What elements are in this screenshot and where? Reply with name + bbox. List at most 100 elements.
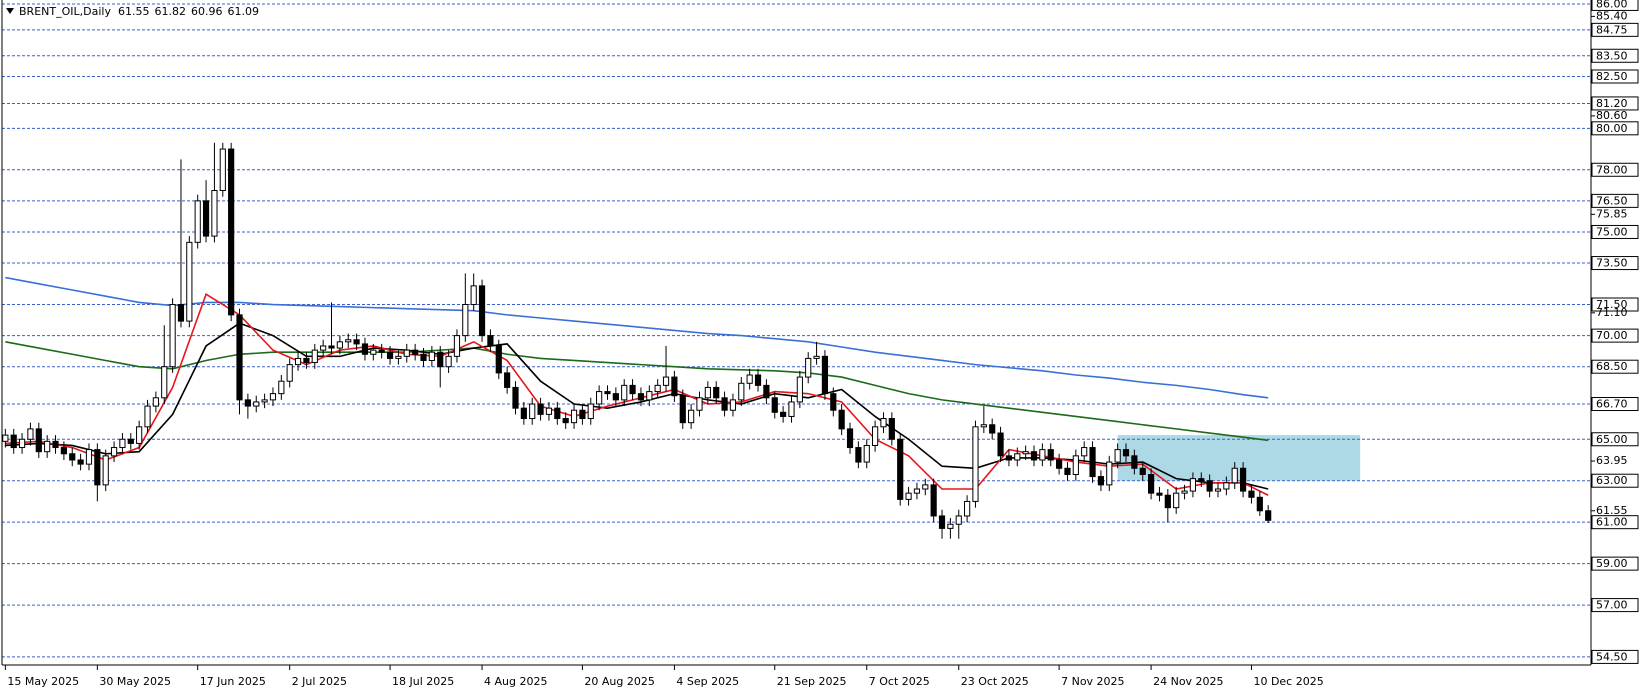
level-label-box	[1591, 515, 1639, 530]
candle-body	[1097, 476, 1105, 486]
candle-body	[746, 374, 753, 384]
candle-body	[1089, 447, 1096, 478]
candle-body	[654, 384, 661, 393]
candle-body	[395, 355, 402, 359]
candle-body	[1156, 492, 1163, 496]
candle-body	[604, 391, 611, 395]
candle-body	[930, 484, 937, 517]
level-label: 73.50	[1596, 257, 1628, 270]
candle-body	[938, 515, 946, 529]
plot-area	[2, 3, 1591, 658]
candle-body	[964, 500, 971, 517]
candle-body	[947, 523, 954, 529]
candle-body	[144, 405, 151, 428]
candle-body	[102, 455, 109, 486]
level-label-box	[1591, 193, 1639, 208]
candle-body	[487, 335, 494, 347]
candle-body	[1231, 467, 1238, 484]
level-label: 57.00	[1596, 599, 1628, 612]
chart-title: BRENT_OIL,Daily	[19, 5, 111, 18]
candle-body	[596, 391, 603, 405]
candle-body	[813, 355, 820, 359]
candle-body	[679, 395, 686, 424]
level-label: 75.00	[1596, 225, 1628, 238]
y-tick-label: 80.60	[1596, 109, 1628, 122]
candle-body	[10, 434, 17, 449]
level-label: 86.00	[1596, 0, 1628, 10]
candle-body	[328, 345, 335, 349]
candle-body	[637, 393, 645, 401]
x-tick-label: 20 Aug 2025	[584, 675, 654, 688]
candle-body	[1022, 451, 1029, 455]
candle-body	[529, 403, 536, 420]
candle-body	[671, 376, 678, 397]
candle-body	[119, 438, 126, 449]
candle-body	[897, 438, 904, 500]
candle-body	[771, 397, 778, 413]
candle-body	[721, 397, 728, 411]
candle-body	[412, 349, 419, 355]
candle-body	[1131, 455, 1138, 469]
candle-body	[186, 241, 193, 322]
candle-body	[754, 374, 762, 386]
candle-body	[495, 345, 502, 374]
candle-body	[763, 384, 770, 399]
candle-body	[796, 376, 803, 403]
candle-body	[403, 349, 410, 357]
candle-body	[562, 418, 569, 424]
x-tick-label: 15 May 2025	[7, 675, 79, 688]
level-label: 70.00	[1596, 329, 1628, 342]
x-tick-label: 10 Dec 2025	[1253, 675, 1323, 688]
candle-body	[980, 424, 987, 428]
level-label: 71.50	[1596, 298, 1628, 311]
high-value: 61.82	[154, 5, 186, 18]
level-label: 68.50	[1596, 360, 1628, 373]
candle-body	[27, 428, 34, 440]
candle-body	[478, 285, 486, 337]
candle-body	[570, 409, 578, 424]
candle-body	[512, 386, 519, 409]
candle-body	[136, 426, 143, 444]
candle-body	[1005, 455, 1013, 461]
moving-average-line	[5, 276, 1269, 399]
candle-body	[336, 341, 343, 349]
candle-body	[110, 447, 118, 457]
level-label: 65.00	[1596, 433, 1628, 446]
level-label-box	[1591, 432, 1639, 447]
candle-body	[1189, 478, 1197, 492]
candle-body	[830, 393, 837, 411]
candle-body	[60, 447, 67, 455]
candle-body	[420, 353, 427, 361]
candle-body	[989, 424, 996, 434]
open-value: 61.55	[118, 5, 150, 18]
candle-body	[2, 434, 9, 442]
candle-body	[612, 393, 619, 401]
level-label-box	[1591, 121, 1639, 136]
candle-body	[1198, 478, 1205, 482]
candle-body	[1039, 449, 1046, 461]
x-tick-label: 7 Oct 2025	[869, 675, 930, 688]
candle-body	[504, 372, 511, 388]
candle-body	[428, 351, 435, 361]
candle-body	[1181, 490, 1188, 494]
candle-body	[662, 376, 670, 386]
candle-body	[311, 349, 318, 364]
y-tick-label: 75.85	[1596, 207, 1628, 220]
candle-body	[922, 484, 929, 490]
candle-body	[1030, 451, 1038, 461]
candle-body	[1148, 473, 1155, 494]
y-tick-label: 63.95	[1596, 454, 1628, 467]
level-label-box	[1591, 649, 1639, 664]
menu-triangle	[6, 8, 14, 14]
candle-body	[520, 407, 527, 420]
level-label-box	[1591, 69, 1639, 84]
candle-body	[1240, 467, 1247, 492]
x-tick-label: 30 May 2025	[99, 675, 171, 688]
candle-body	[152, 397, 159, 407]
x-tick-label: 17 Jun 2025	[200, 675, 266, 688]
level-label: 66.70	[1596, 398, 1628, 411]
candle-body	[729, 399, 737, 411]
candle-body	[997, 432, 1004, 457]
level-label-box	[1591, 556, 1639, 571]
candle-body	[361, 343, 369, 355]
